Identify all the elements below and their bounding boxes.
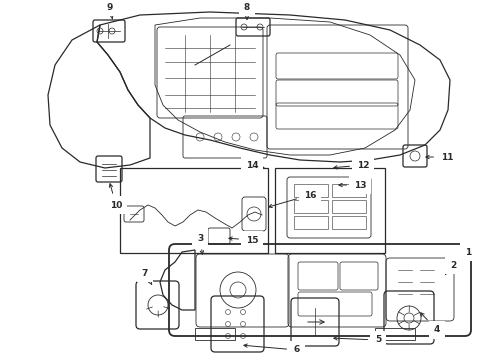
Text: 15: 15 — [229, 235, 258, 244]
Text: 10: 10 — [109, 184, 122, 210]
Text: 11: 11 — [426, 153, 453, 162]
Text: 12: 12 — [334, 161, 369, 170]
Bar — [275, 168, 385, 253]
Text: 6: 6 — [244, 344, 300, 355]
Bar — [120, 168, 268, 253]
Text: 9: 9 — [107, 3, 113, 19]
Text: 3: 3 — [197, 234, 203, 254]
Bar — [294, 200, 328, 213]
Bar — [332, 216, 366, 229]
Bar — [332, 200, 366, 213]
Bar — [375, 328, 415, 340]
Text: 16: 16 — [269, 190, 316, 208]
Text: 4: 4 — [420, 313, 440, 334]
Text: 8: 8 — [244, 3, 250, 19]
Bar — [195, 328, 235, 340]
Bar — [332, 184, 366, 197]
Bar — [294, 216, 328, 229]
Text: 14: 14 — [245, 161, 264, 170]
Text: 7: 7 — [142, 269, 152, 284]
Text: 13: 13 — [339, 180, 366, 189]
Text: 1: 1 — [451, 248, 471, 260]
Text: 2: 2 — [445, 261, 456, 274]
Bar — [294, 184, 328, 197]
Text: 5: 5 — [334, 336, 381, 345]
